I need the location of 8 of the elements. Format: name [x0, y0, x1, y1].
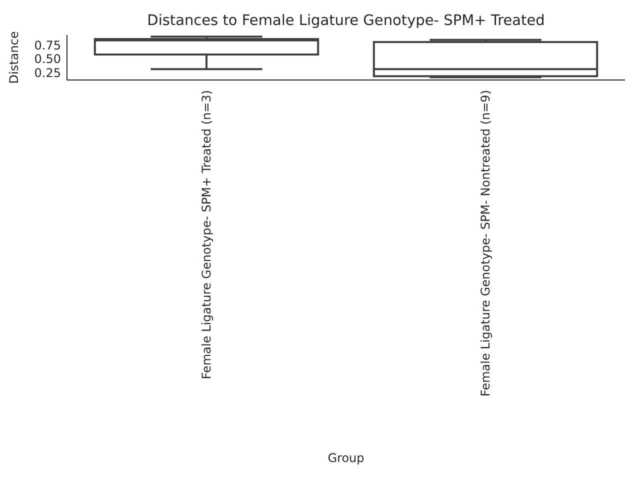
y-axis-title: Distance — [7, 31, 21, 84]
x-tick-label: Female Ligature Genotype- SPM+ Treated (n=3) — [200, 90, 214, 380]
y-tick-label: 0.25 — [34, 66, 61, 80]
y-tick-label: 0.50 — [34, 52, 61, 66]
x-axis-title: Group — [328, 451, 364, 465]
chart-title: Distances to Female Ligature Genotype- SPM+ Treated — [147, 13, 545, 29]
y-tick-label: 0.75 — [34, 38, 61, 53]
x-tick-label: Female Ligature Genotype- SPM- Nontreated (n=9) — [478, 90, 493, 397]
